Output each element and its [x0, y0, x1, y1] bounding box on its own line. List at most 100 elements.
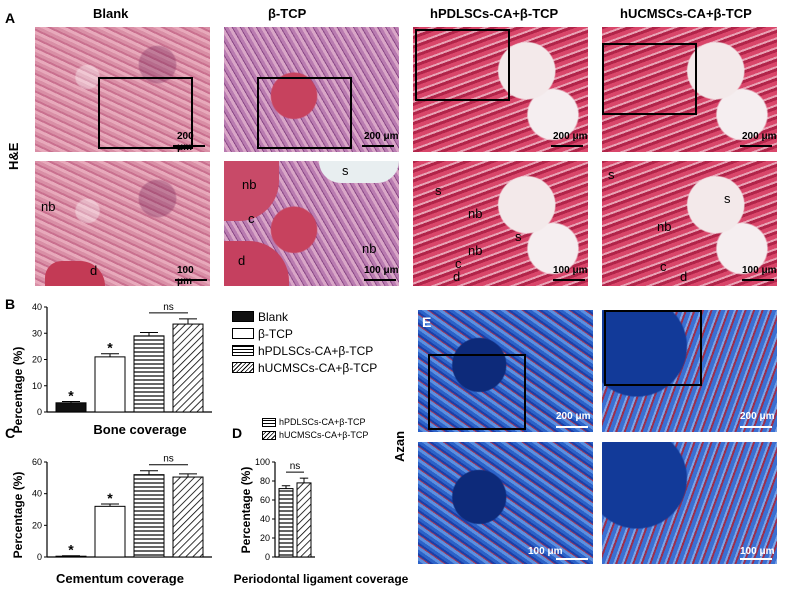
column-title-hucmscs: hUCMSCs-CA+β-TCP: [620, 6, 752, 21]
label-nb: nb: [468, 206, 483, 221]
chart-title: Cementum coverage: [56, 571, 184, 586]
legend-label: hPDLSCs-CA+β-TCP: [279, 417, 366, 427]
label-nb: nb: [657, 219, 672, 234]
significance-star: *: [107, 490, 113, 506]
scale-bar: [362, 145, 394, 147]
significance-star: *: [68, 542, 74, 558]
legend-swatch: [232, 362, 254, 373]
label-s: s: [342, 163, 349, 178]
panel-a-letter: A: [5, 10, 16, 26]
chart-bone-coverage: Percentage (%) 0 10 20 30 40 * * ns Bone covera…: [11, 302, 212, 437]
bar: [133, 335, 165, 413]
plot-area: 0 10 20 30 40 * * ns: [32, 302, 212, 417]
scale-label: 200 μm: [177, 131, 194, 152]
legend-item-blank: Blank: [232, 310, 407, 324]
micrograph-he-hpdlscs-200: 200 μm: [413, 27, 588, 152]
ns-label: ns: [163, 302, 174, 313]
scale-bar: [740, 558, 772, 560]
y-tick-label: 0: [37, 552, 42, 562]
micrograph-he-tcp-200: 200 μm: [224, 27, 399, 152]
bar: [172, 323, 204, 413]
scale-bar: [553, 279, 585, 281]
scale-bar: [551, 145, 583, 147]
scale-bar: [556, 558, 588, 560]
zoom-box: [428, 354, 526, 430]
micrograph-he-blank-100: nb d 100 μm: [35, 161, 210, 286]
y-tick-label: 60: [260, 495, 270, 505]
zoom-box: [415, 29, 510, 101]
label-s: s: [435, 183, 442, 198]
y-tick-label: 100: [255, 457, 270, 467]
scale-bar: [556, 426, 588, 428]
legend-swatch: [262, 418, 276, 427]
row-label-he: H&E: [6, 142, 21, 170]
legend-swatch: [232, 345, 254, 356]
y-tick-label: 20: [260, 533, 270, 543]
bar: [133, 474, 165, 558]
scale-label: 100 μm: [364, 265, 399, 276]
label-c: c: [455, 256, 462, 271]
dentin-region: [45, 261, 105, 286]
column-title-tcp: β-TCP: [268, 6, 307, 21]
bar: [172, 476, 204, 558]
zoom-box: [257, 77, 352, 149]
legend-swatch: [232, 328, 254, 339]
dentin-region: [224, 241, 289, 286]
bar: [296, 482, 312, 558]
ylabel: Percentage (%): [239, 467, 253, 554]
y-tick-label: 40: [32, 489, 42, 499]
scale-bar: [742, 279, 774, 281]
scale-label: 200 μm: [742, 131, 777, 142]
legend-label: hUCMSCs-CA+β-TCP: [258, 361, 378, 375]
panel-e-letter: E: [422, 314, 432, 330]
scale-bar: [364, 279, 396, 281]
ylabel: Percentage (%): [11, 472, 25, 559]
label-d: d: [680, 269, 688, 284]
significance-star: *: [68, 388, 74, 404]
label-nb: nb: [41, 199, 56, 214]
micrograph-he-hpdlscs-100: s nb s nb c d 100 μm: [413, 161, 588, 286]
scale-label: 100 μm: [553, 265, 588, 276]
legend-item-hpdlscs: hPDLSCs-CA+β-TCP: [232, 344, 407, 358]
y-tick-label: 20: [32, 520, 42, 530]
chart-pdl-coverage: Percentage (%) 0 20 40 60 80 100 ns Periodonta…: [234, 457, 409, 586]
legend-label: hPDLSCs-CA+β-TCP: [258, 344, 374, 358]
legend-label: Blank: [258, 310, 289, 324]
ns-label: ns: [163, 454, 174, 465]
label-c: c: [248, 211, 255, 226]
zoom-box: [602, 43, 697, 115]
bar: [55, 402, 87, 413]
scale-label: 100 μm: [742, 265, 777, 276]
zoom-box: [604, 310, 702, 386]
legend-label: hUCMSCs-CA+β-TCP: [279, 430, 369, 440]
column-title-blank: Blank: [93, 6, 129, 21]
ns-label: ns: [290, 461, 301, 472]
y-tick-label: 80: [260, 476, 270, 486]
scale-label: 100 μm: [740, 546, 775, 557]
label-s: s: [608, 167, 615, 182]
scale-bar: [175, 279, 207, 281]
y-tick-label: 60: [32, 457, 42, 467]
label-d: d: [238, 253, 246, 268]
micrograph-he-hucmscs-200: 200 μm: [602, 27, 777, 152]
scale-label: 200 μm: [364, 131, 399, 142]
y-tick-label: 0: [37, 407, 42, 417]
legend-swatch: [262, 431, 276, 440]
scale-bar: [740, 145, 772, 147]
label-c: c: [660, 259, 667, 274]
label-d: d: [90, 263, 98, 278]
panel-b-letter: B: [5, 296, 16, 312]
micrograph-azan-hucmscs-100: 100 μm: [602, 442, 777, 564]
scale-label: 100 μm: [528, 546, 563, 557]
chart-title: Periodontal ligament coverage: [234, 572, 409, 586]
y-tick-label: 20: [32, 355, 42, 365]
scale-label: 100 μm: [177, 265, 194, 286]
plot-area: 0 20 40 60 * * ns: [32, 454, 212, 562]
y-tick-label: 40: [32, 302, 42, 312]
micrograph-azan-hpdlscs-100: 100 μm: [418, 442, 593, 564]
y-tick-label: 30: [32, 328, 42, 338]
column-title-hpdlscs: hPDLSCs-CA+β-TCP: [430, 6, 559, 21]
legend-d: hPDLSCs-CA+β-TCP hUCMSCs-CA+β-TCP: [262, 417, 412, 445]
micrograph-azan-hpdlscs-200: E 200 μm: [418, 310, 593, 432]
bar: [94, 356, 126, 413]
